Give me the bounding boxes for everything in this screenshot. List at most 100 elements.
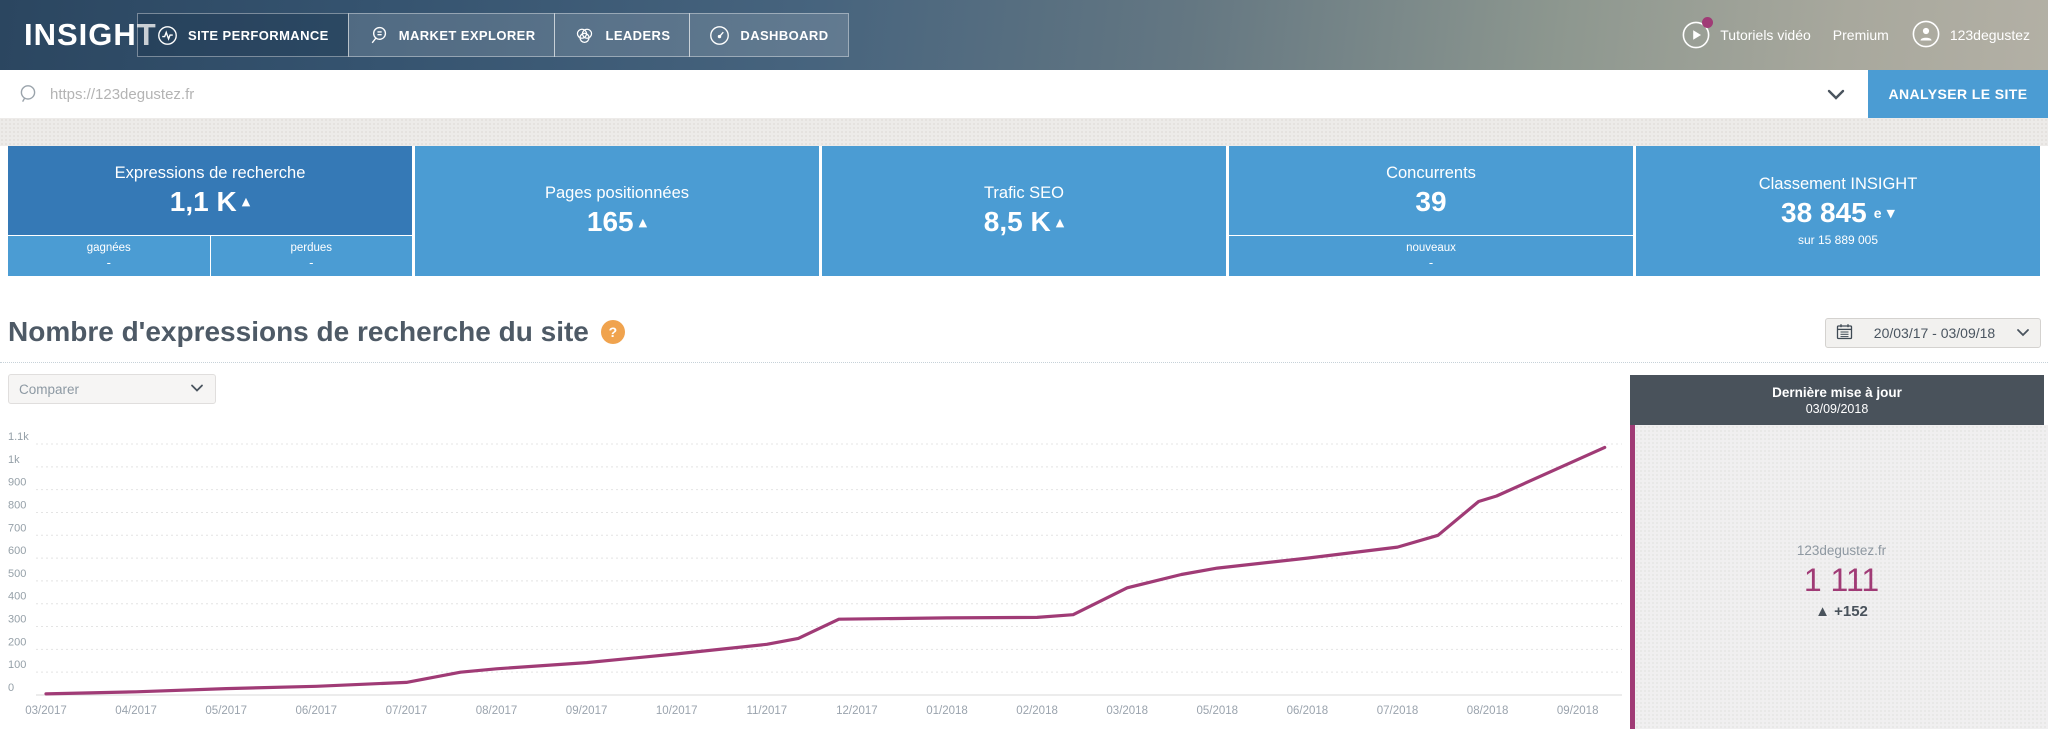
kpi-card-main: Trafic SEO 8,5 K ▲ <box>822 146 1226 276</box>
page-title: Nombre d'expressions de recherche du sit… <box>8 316 589 347</box>
kpi-subtitle: sur 15 889 005 <box>1797 233 1879 247</box>
separator-strip <box>0 118 2048 146</box>
tooltip-value: 1 111 <box>1803 562 1880 598</box>
expressions-line-chart: 1.1k 1k 900 800 700 600 500 400 300 200 100 0 03/201… <box>8 431 1622 717</box>
x-axis-tick: 10/2017 <box>656 705 698 717</box>
kpi-card-main: Pages positionnées 165 ▲ <box>415 146 819 276</box>
x-axis-tick: 11/2017 <box>746 705 787 717</box>
trend-up-icon: ▲ <box>1815 603 1830 620</box>
compare-placeholder: Comparer <box>19 381 80 397</box>
x-axis-tick: 03/2018 <box>1106 705 1148 717</box>
venn-icon <box>574 25 595 46</box>
search-icon <box>18 83 40 110</box>
x-axis-tick: 06/2018 <box>1287 705 1329 717</box>
series-line-123degustez.fr <box>44 445 1607 696</box>
trend-down-icon: ▼ <box>1886 206 1895 220</box>
tab-dashboard[interactable]: DASHBOARD <box>689 13 849 57</box>
y-axis-tick: 100 <box>8 659 26 671</box>
main-nav-tabs: SITE PERFORMANCE MARKET EXPLORER LEADERS <box>137 13 849 57</box>
y-axis-tick: 900 <box>8 477 26 489</box>
y-axis-tick: 600 <box>8 545 26 557</box>
kpi-title: Concurrents <box>1386 163 1476 182</box>
y-axis-tick: 400 <box>8 591 26 603</box>
x-axis-tick: 04/2017 <box>115 705 157 717</box>
tab-label: LEADERS <box>605 27 671 43</box>
x-axis-tick: 05/2017 <box>205 705 247 717</box>
x-axis-tick: 09/2017 <box>566 705 608 717</box>
kpi-title: Trafic SEO <box>983 184 1065 202</box>
premium-label: Premium <box>1832 27 1889 43</box>
y-axis-tick: 300 <box>8 614 26 626</box>
tab-label: DASHBOARD <box>740 27 829 43</box>
date-range-picker[interactable]: 20/03/17 - 03/09/18 <box>1825 318 2041 348</box>
chevron-down-icon <box>189 382 205 397</box>
x-axis-tick: 07/2017 <box>386 705 428 717</box>
y-axis-tick: 1.1k <box>8 431 29 443</box>
site-search-row: https://123degustez.fr ANALYSER LE SITE <box>0 70 2048 118</box>
y-axis-tick: 1k <box>8 454 20 466</box>
kpi-card-classement[interactable]: Classement INSIGHT 38 845 e ▼ sur 15 889 … <box>1636 146 2040 276</box>
compare-dropdown[interactable]: Comparer <box>8 374 216 404</box>
chevron-down-icon[interactable] <box>1824 84 1848 109</box>
kpi-cards-row: Expressions de recherche 1,1 K ▲ gagnées… <box>8 146 2040 276</box>
kpi-value: 38 845 e ▼ <box>1781 197 1895 228</box>
insight-logo: INSIGHT <box>24 17 157 52</box>
x-axis-tick: 03/2017 <box>25 705 67 717</box>
analyse-site-button[interactable]: ANALYSER LE SITE <box>1868 70 2048 118</box>
trend-up-icon: ▲ <box>638 215 648 229</box>
tooltip-site-name: 123degustez.fr <box>1796 543 1887 558</box>
premium-link[interactable]: Premium <box>1833 27 1889 43</box>
y-axis-tick: 200 <box>8 636 26 648</box>
tab-site-performance[interactable]: SITE PERFORMANCE <box>137 13 349 57</box>
kpi-subrow: nouveaux - <box>1229 235 1633 276</box>
kpi-subrow: gagnées - perdues - <box>8 235 412 276</box>
trend-up-icon: ▲ <box>1055 215 1065 229</box>
kpi-value: 8,5 K ▲ <box>983 206 1065 237</box>
kpi-value: 1,1 K ▲ <box>169 185 251 217</box>
trend-up-icon: ▲ <box>241 195 251 208</box>
kpi-card-expressions[interactable]: Expressions de recherche 1,1 K ▲ gagnées… <box>8 146 412 276</box>
x-axis-tick: 07/2018 <box>1377 705 1419 717</box>
kpi-card-concurrents[interactable]: Concurrents 39 nouveaux - <box>1229 146 1633 276</box>
tab-market-explorer[interactable]: MARKET EXPLORER <box>347 13 556 57</box>
last-update-header: Dernière mise à jour 03/09/2018 <box>1630 375 2044 425</box>
section-divider <box>0 362 2048 363</box>
section-header: Nombre d'expressions de recherche du sit… <box>8 316 625 348</box>
x-axis-tick: 09/2018 <box>1557 705 1599 717</box>
tooltip-delta: ▲ +152 <box>1815 603 1868 620</box>
last-update-date: 03/09/2018 <box>1805 401 1869 416</box>
kpi-value: 165 ▲ <box>586 206 648 237</box>
x-axis-tick: 12/2017 <box>836 705 878 717</box>
x-axis-tick: 02/2018 <box>1016 705 1058 717</box>
x-axis-tick: 08/2018 <box>1467 705 1509 717</box>
ordinal-suffix: e <box>1873 205 1882 221</box>
kpi-subcell-perdues: perdues - <box>209 236 413 276</box>
last-update-label: Dernière mise à jour <box>1772 384 1902 400</box>
kpi-title: Pages positionnées <box>544 184 690 202</box>
video-tutorials-link[interactable]: Tutoriels vidéo <box>1681 17 1811 50</box>
kpi-card-trafic-seo[interactable]: Trafic SEO 8,5 K ▲ <box>822 146 1226 276</box>
kpi-card-pages[interactable]: Pages positionnées 165 ▲ <box>415 146 819 276</box>
user-icon <box>1911 19 1941 52</box>
username-label: 123degustez <box>1949 27 2030 43</box>
x-axis-tick: 06/2017 <box>296 705 338 717</box>
site-url-input[interactable]: https://123degustez.fr <box>50 85 195 103</box>
delta-value: +152 <box>1834 603 1868 620</box>
user-account-menu[interactable]: 123degustez <box>1911 19 2030 52</box>
topbar-right-group: Tutoriels vidéo Premium 123degustez <box>1681 0 2030 70</box>
kpi-title: Expressions de recherche <box>114 163 306 182</box>
kpi-card-main: Concurrents 39 <box>1229 146 1633 235</box>
pulse-icon <box>157 25 178 46</box>
kpi-subcell-gagnees: gagnées - <box>86 242 131 270</box>
x-axis-tick: 08/2017 <box>476 705 518 717</box>
kpi-card-main: Classement INSIGHT 38 845 e ▼ sur 15 889 … <box>1636 146 2040 276</box>
tutorials-label: Tutoriels vidéo <box>1720 27 1811 43</box>
kpi-card-main: Expressions de recherche 1,1 K ▲ <box>8 146 412 235</box>
calendar-icon <box>1836 323 1853 343</box>
help-icon[interactable]: ? <box>600 320 625 344</box>
kpi-value: 39 <box>1415 185 1447 217</box>
y-axis-tick: 500 <box>8 568 26 580</box>
x-axis-tick: 05/2018 <box>1197 705 1239 717</box>
y-axis-tick: 700 <box>8 522 26 534</box>
tab-leaders[interactable]: LEADERS <box>554 13 691 57</box>
